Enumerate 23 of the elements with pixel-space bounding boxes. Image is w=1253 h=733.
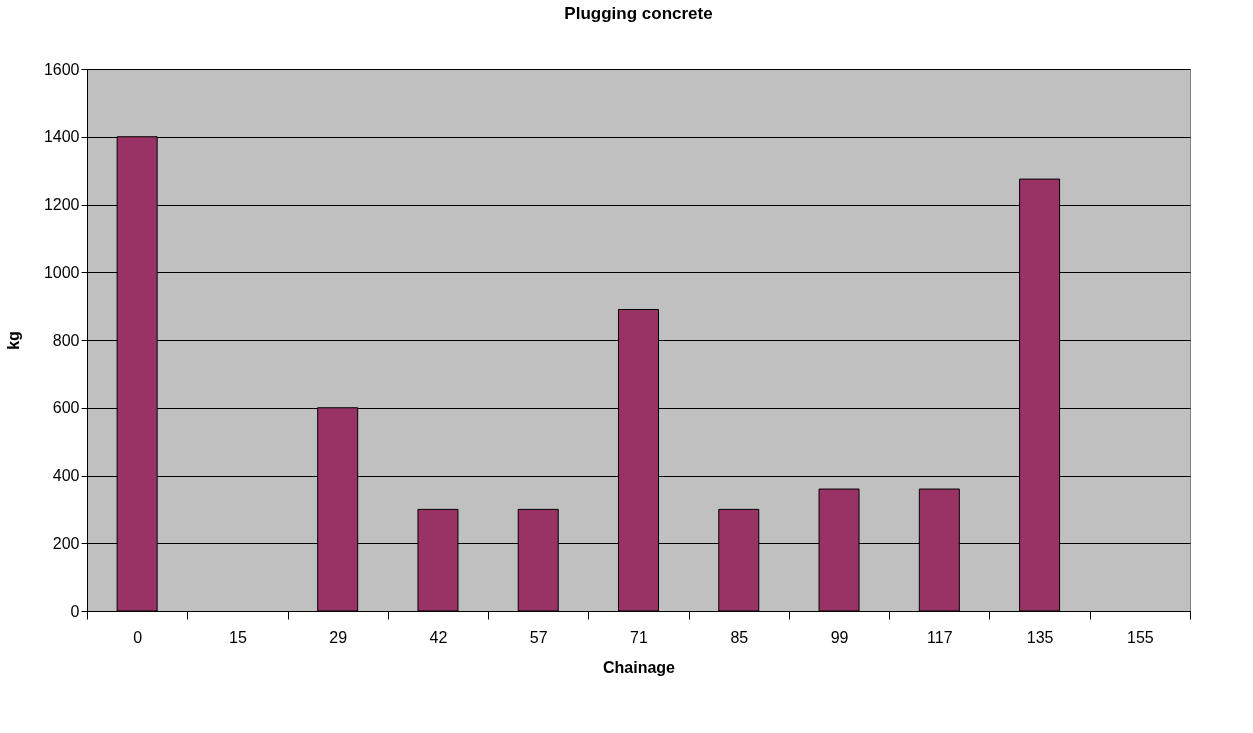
- x-tick-label: 155: [1127, 628, 1154, 646]
- x-tick-label: 117: [927, 628, 953, 646]
- y-tick-label: 1600: [43, 60, 80, 78]
- y-tick-label: 0: [70, 602, 80, 620]
- x-tick-label: 99: [830, 628, 849, 646]
- y-tick-label: 200: [52, 534, 80, 552]
- y-tick-label: 1000: [43, 263, 80, 281]
- x-tick-label: 29: [329, 628, 348, 646]
- x-axis-title: Chainage: [602, 658, 676, 676]
- y-tick-label: 400: [52, 467, 80, 484]
- y-tick-label: 1200: [43, 196, 80, 213]
- x-tick-label: 42: [429, 628, 448, 646]
- x-tick-label: 85: [730, 628, 749, 646]
- x-tick-label: 71: [630, 628, 648, 646]
- x-tick-label: 15: [229, 628, 247, 646]
- chart-title: Plugging concrete: [564, 4, 713, 23]
- y-tick-label: 1400: [43, 128, 80, 146]
- y-axis-title: kg: [4, 331, 22, 350]
- x-tick-label: 135: [1026, 628, 1054, 646]
- y-tick-label: 800: [52, 331, 80, 349]
- x-tick-label: 57: [529, 628, 548, 646]
- y-tick-label: 600: [52, 399, 80, 417]
- x-tick-label: 0: [133, 628, 143, 646]
